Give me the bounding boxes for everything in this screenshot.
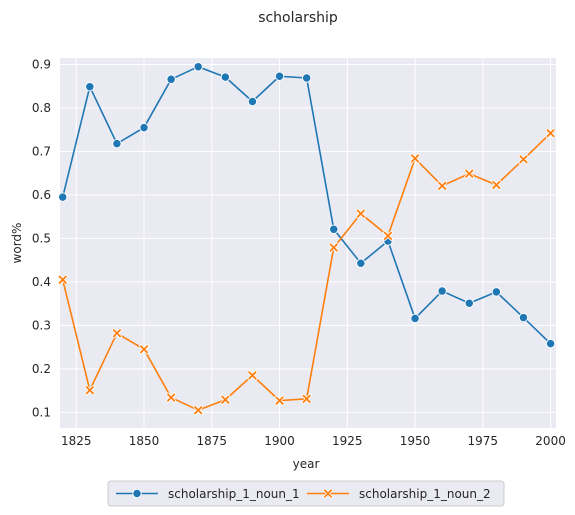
data-point — [193, 62, 203, 72]
legend-item-scholarship_1_noun_2: scholarship_1_noun_2 — [307, 487, 491, 501]
data-point — [437, 180, 448, 191]
y-tick-label: 0.2 — [32, 362, 51, 376]
data-point — [545, 339, 556, 349]
data-point-stroke — [465, 169, 474, 178]
data-point-stroke — [410, 154, 420, 163]
data-point — [112, 328, 122, 339]
data-point-stroke — [221, 395, 230, 404]
data-point — [437, 286, 447, 296]
plot-area — [60, 58, 556, 428]
legend-marker — [132, 488, 142, 499]
data-point — [491, 180, 502, 190]
data-point — [410, 153, 420, 164]
series-scholarship_1_noun_2 — [57, 128, 556, 416]
data-point-stroke — [356, 209, 365, 218]
x-tick-label: 1875 — [197, 434, 228, 448]
data-point — [355, 208, 366, 219]
data-point-stroke — [248, 371, 257, 380]
x-tick-label: 2000 — [535, 434, 566, 448]
y-axis-label: word% — [10, 223, 24, 264]
data-point — [329, 224, 339, 234]
data-point — [274, 71, 285, 81]
data-point — [58, 192, 68, 202]
y-tick-label: 0.7 — [32, 144, 51, 158]
x-tick-label: 1975 — [468, 434, 499, 448]
data-point-stroke — [167, 393, 176, 402]
x-tick-label: 1850 — [129, 434, 160, 448]
data-point-stroke — [58, 275, 67, 284]
data-point — [274, 395, 285, 406]
y-tick-label: 0.9 — [32, 58, 51, 72]
x-tick-label: 1950 — [400, 434, 431, 448]
legend-frame — [107, 480, 505, 507]
legend-marker — [323, 488, 333, 499]
data-point-stroke — [275, 396, 284, 405]
data-point — [383, 230, 393, 241]
series-layer — [57, 62, 556, 416]
data-point-stroke — [546, 129, 555, 138]
x-tick-label: 1900 — [264, 434, 295, 448]
x-axis-label: year — [293, 457, 320, 471]
data-point-stroke — [492, 180, 501, 190]
data-point-stroke — [329, 243, 338, 252]
data-point — [328, 242, 339, 253]
series-scholarship_1_noun_1 — [58, 62, 556, 349]
y-tick-label: 0.1 — [32, 405, 51, 419]
chart-title: scholarship — [258, 10, 338, 26]
data-point — [464, 298, 474, 308]
legend-marker-stroke — [323, 489, 333, 498]
data-point — [166, 392, 177, 403]
data-point — [518, 312, 529, 323]
data-point — [518, 154, 529, 165]
data-point — [139, 344, 149, 355]
y-tick-label: 0.3 — [32, 318, 51, 332]
data-point — [112, 139, 122, 149]
data-point — [220, 72, 230, 82]
data-point-stroke — [194, 406, 203, 415]
legend-label: scholarship_1_noun_2 — [359, 487, 491, 501]
data-point — [301, 73, 312, 83]
data-point-stroke — [112, 329, 122, 338]
data-point-stroke — [302, 394, 311, 403]
data-point — [464, 168, 475, 179]
data-point-stroke — [85, 386, 94, 395]
y-axis-ticks: 0.1 0.2 0.3 0.4 0.5 0.6 0.7 0.8 0.9 — [32, 58, 51, 420]
x-tick-label: 1925 — [332, 434, 363, 448]
y-tick-label: 0.8 — [32, 101, 51, 115]
data-point — [166, 74, 176, 84]
data-point-stroke — [139, 345, 149, 354]
x-tick-label: 1825 — [61, 434, 92, 448]
data-point — [220, 394, 231, 405]
legend: scholarship_1_noun_1 scholarship_1_noun_2 — [107, 480, 505, 507]
y-tick-label: 0.5 — [32, 231, 51, 245]
legend-label: scholarship_1_noun_1 — [168, 487, 300, 501]
data-point — [545, 128, 556, 139]
data-point — [410, 313, 420, 324]
data-point — [247, 370, 258, 381]
data-point — [491, 287, 502, 297]
x-axis-ticks: 1825 1850 1875 1900 1925 1950 1975 2000 — [61, 434, 566, 448]
data-point-stroke — [519, 155, 528, 164]
data-point — [193, 405, 204, 416]
data-point-stroke — [438, 181, 447, 190]
data-point-stroke — [383, 231, 393, 240]
legend-item-scholarship_1_noun_1: scholarship_1_noun_1 — [116, 487, 300, 501]
data-point — [85, 82, 95, 92]
data-point — [301, 393, 312, 404]
grid-lines — [60, 58, 556, 428]
y-tick-label: 0.6 — [32, 188, 51, 202]
data-point — [356, 258, 366, 268]
data-point — [247, 96, 258, 107]
data-point — [57, 274, 68, 285]
y-tick-label: 0.4 — [32, 275, 51, 289]
data-point — [84, 385, 95, 396]
data-point — [139, 122, 149, 133]
